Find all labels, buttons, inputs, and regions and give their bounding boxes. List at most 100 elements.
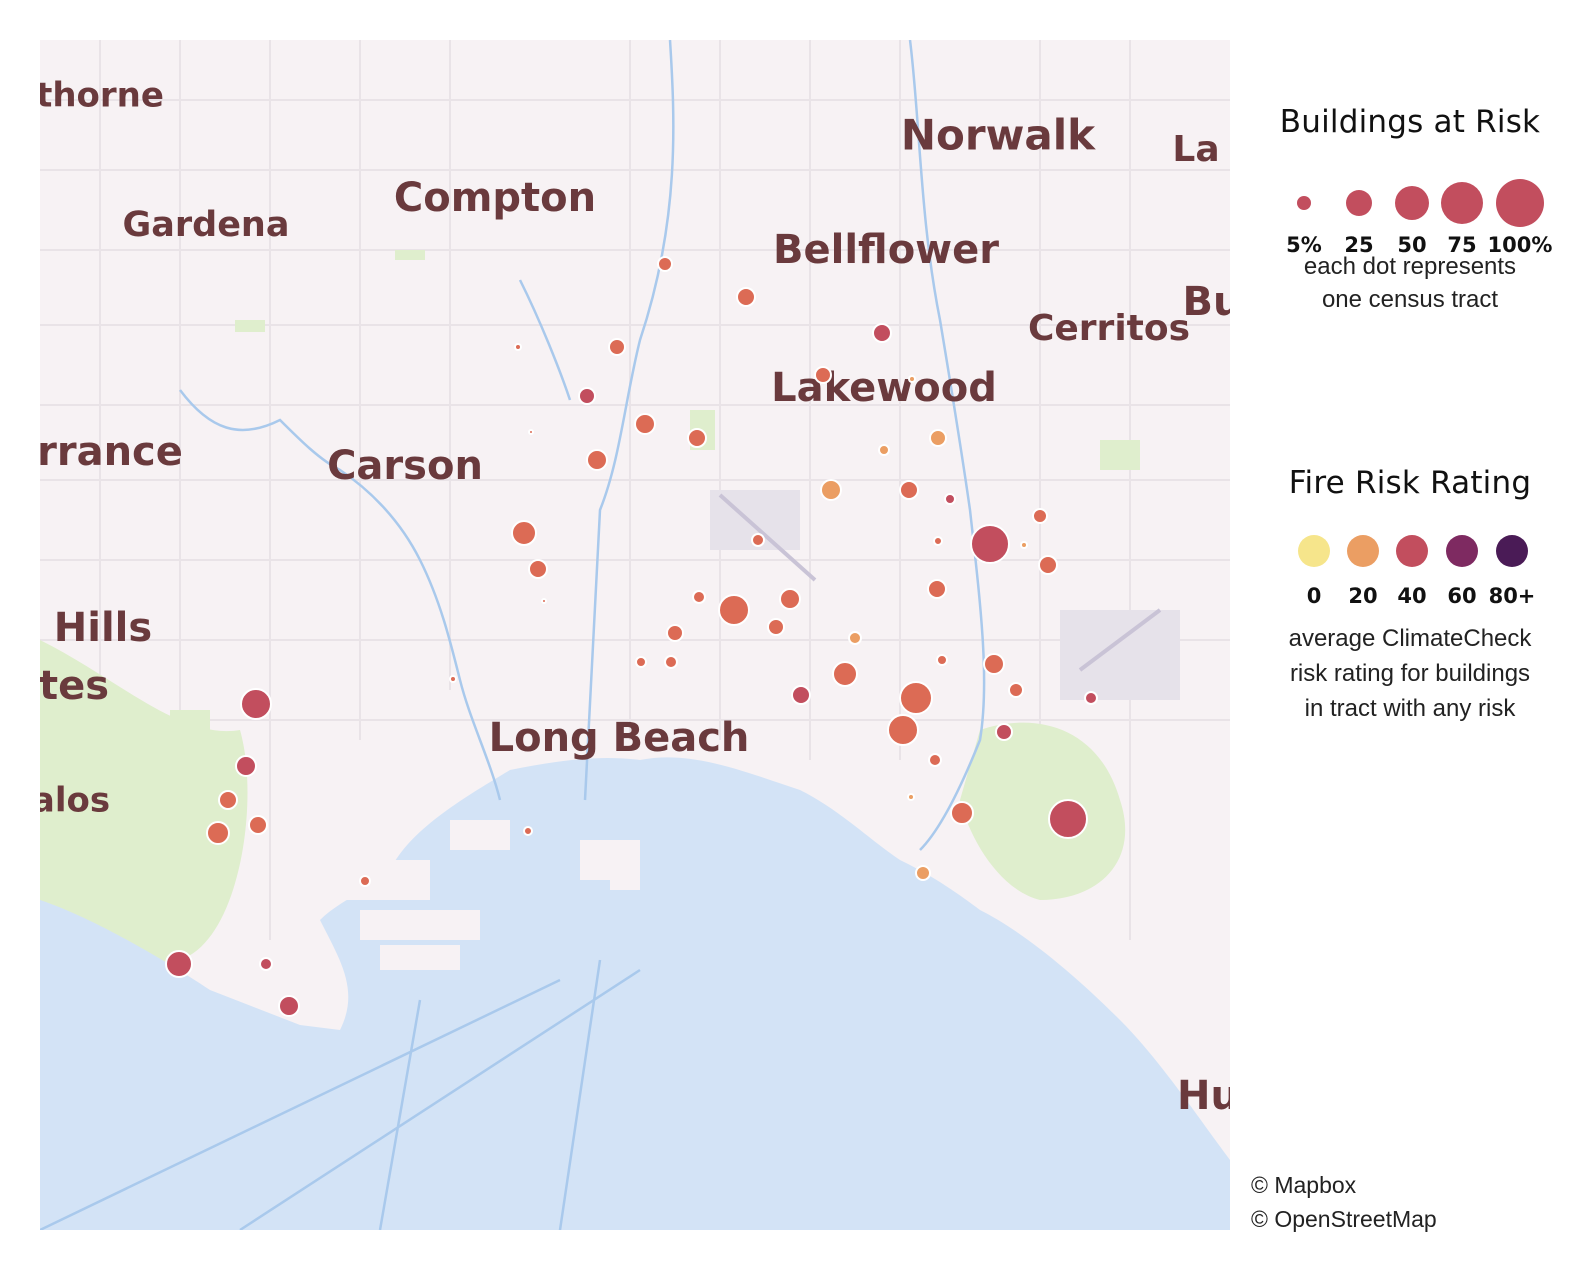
fire-legend-label: 80+ bbox=[1488, 584, 1536, 608]
tract-dot[interactable] bbox=[995, 723, 1013, 741]
fire-legend-label: 60 bbox=[1447, 584, 1477, 608]
place-label-thorne: thorne bbox=[40, 76, 164, 116]
size-legend-title: Buildings at Risk bbox=[1279, 104, 1541, 140]
size-legend-dot bbox=[1346, 190, 1372, 216]
tract-dot[interactable] bbox=[1038, 555, 1058, 575]
place-label-long-beach: Long Beach bbox=[489, 715, 750, 761]
tract-dot[interactable] bbox=[887, 714, 919, 746]
tract-dot[interactable] bbox=[248, 815, 268, 835]
map[interactable]: Compton Gardena Norwalk Bellflower Cerritos L… bbox=[32, 39, 1241, 1232]
tract-dot[interactable] bbox=[983, 653, 1005, 675]
tract-dot[interactable] bbox=[218, 790, 238, 810]
size-legend-dot bbox=[1297, 196, 1311, 210]
size-note-line2: one census tract bbox=[1321, 286, 1499, 313]
tract-dot[interactable] bbox=[899, 480, 919, 500]
fire-legend-swatch bbox=[1396, 535, 1428, 567]
tract-dot[interactable] bbox=[736, 287, 756, 307]
credit-mapbox[interactable]: © Mapbox bbox=[1251, 1172, 1357, 1198]
tract-dot[interactable] bbox=[718, 594, 750, 626]
buildings-at-risk-legend: Buildings at Risk 5% 25 50 75 100% each dot … bbox=[1240, 104, 1580, 316]
tract-dot[interactable] bbox=[1084, 691, 1098, 705]
tract-dot[interactable] bbox=[359, 875, 371, 887]
tract-dot[interactable] bbox=[751, 533, 765, 547]
tract-dot[interactable] bbox=[814, 366, 832, 384]
tract-dot[interactable] bbox=[791, 685, 811, 705]
tract-dot[interactable] bbox=[1020, 541, 1028, 549]
tract-dot[interactable] bbox=[1048, 799, 1088, 839]
tract-dot[interactable] bbox=[832, 661, 858, 687]
fire-risk-legend: Fire Risk Rating 0 20 40 60 80+ average Clim… bbox=[1240, 465, 1580, 726]
tract-dot[interactable] bbox=[608, 338, 626, 356]
tract-dot[interactable] bbox=[899, 681, 933, 715]
tract-dot[interactable] bbox=[933, 536, 943, 546]
fire-legend-swatch bbox=[1496, 535, 1528, 567]
tract-dot[interactable] bbox=[936, 654, 948, 666]
tract-dot[interactable] bbox=[767, 618, 785, 636]
place-label-compton: Compton bbox=[394, 175, 596, 221]
tract-dot[interactable] bbox=[927, 579, 947, 599]
tract-dot[interactable] bbox=[944, 493, 956, 505]
tract-dot[interactable] bbox=[523, 826, 533, 836]
tract-dot[interactable] bbox=[528, 429, 534, 435]
size-note-line1: each dot represents bbox=[1303, 253, 1517, 280]
tract-dot[interactable] bbox=[872, 323, 892, 343]
airport bbox=[710, 490, 1180, 700]
tract-dot[interactable] bbox=[165, 950, 193, 978]
tract-dot[interactable] bbox=[970, 524, 1010, 564]
ocean bbox=[40, 757, 1230, 1230]
size-legend-dot bbox=[1395, 186, 1429, 220]
tract-dot[interactable] bbox=[1008, 682, 1024, 698]
tract-dot[interactable] bbox=[206, 821, 230, 845]
road-network bbox=[40, 40, 1230, 940]
tract-dot[interactable] bbox=[666, 624, 684, 642]
place-label-rrance: rrance bbox=[40, 429, 183, 475]
size-legend-dot bbox=[1496, 179, 1544, 227]
tract-dot[interactable] bbox=[915, 865, 931, 881]
size-legend-label: 75 bbox=[1447, 233, 1477, 257]
place-label-bu: Bu bbox=[1183, 279, 1230, 325]
fire-legend-swatch bbox=[1446, 535, 1478, 567]
tract-dot[interactable] bbox=[528, 559, 548, 579]
tract-dot[interactable] bbox=[578, 387, 596, 405]
tract-dot[interactable] bbox=[259, 957, 273, 971]
tract-dot[interactable] bbox=[541, 598, 547, 604]
tract-dot[interactable] bbox=[929, 429, 947, 447]
tract-dot[interactable] bbox=[848, 631, 862, 645]
tract-dot[interactable] bbox=[235, 755, 257, 777]
fire-legend-label: 40 bbox=[1397, 584, 1427, 608]
size-legend-dot bbox=[1441, 182, 1483, 224]
tract-dot[interactable] bbox=[449, 675, 457, 683]
tract-dot[interactable] bbox=[514, 343, 522, 351]
tract-dot[interactable] bbox=[635, 656, 647, 668]
fire-legend-row: 0 20 40 60 80+ bbox=[1240, 501, 1580, 621]
tract-dot[interactable] bbox=[278, 995, 300, 1017]
tract-dot[interactable] bbox=[664, 655, 678, 669]
size-legend-label: 25 bbox=[1344, 233, 1374, 257]
tract-dot[interactable] bbox=[692, 590, 706, 604]
tract-dot[interactable] bbox=[908, 375, 916, 383]
tract-dot[interactable] bbox=[634, 413, 656, 435]
size-legend-row: 5% 25 50 75 100% bbox=[1240, 140, 1580, 257]
tract-dot[interactable] bbox=[878, 444, 890, 456]
fire-note-line2: risk rating for buildings bbox=[1289, 660, 1531, 687]
tract-dot[interactable] bbox=[1032, 508, 1048, 524]
tract-dot[interactable] bbox=[511, 520, 537, 546]
tract-dot[interactable] bbox=[240, 688, 272, 720]
place-label-lakewood: Lakewood bbox=[771, 365, 997, 411]
credit-openstreetmap[interactable]: © OpenStreetMap bbox=[1251, 1206, 1437, 1232]
tract-dot[interactable] bbox=[928, 753, 942, 767]
tract-dot[interactable] bbox=[657, 256, 673, 272]
tract-dot[interactable] bbox=[820, 479, 842, 501]
tract-dot[interactable] bbox=[687, 428, 707, 448]
place-label-gardena: Gardena bbox=[123, 205, 290, 245]
fire-legend-note: average ClimateCheck risk rating for bui… bbox=[1240, 621, 1580, 726]
tract-dot[interactable] bbox=[950, 801, 974, 825]
tract-dot[interactable] bbox=[907, 793, 915, 801]
place-label-la: La bbox=[1172, 129, 1219, 170]
place-label-carson: Carson bbox=[327, 443, 483, 489]
tract-dot[interactable] bbox=[586, 449, 608, 471]
place-label-hills: Hills bbox=[54, 605, 152, 651]
tract-dot[interactable] bbox=[779, 588, 801, 610]
fire-legend-swatch bbox=[1347, 535, 1379, 567]
size-legend-label: 100% bbox=[1487, 233, 1553, 257]
